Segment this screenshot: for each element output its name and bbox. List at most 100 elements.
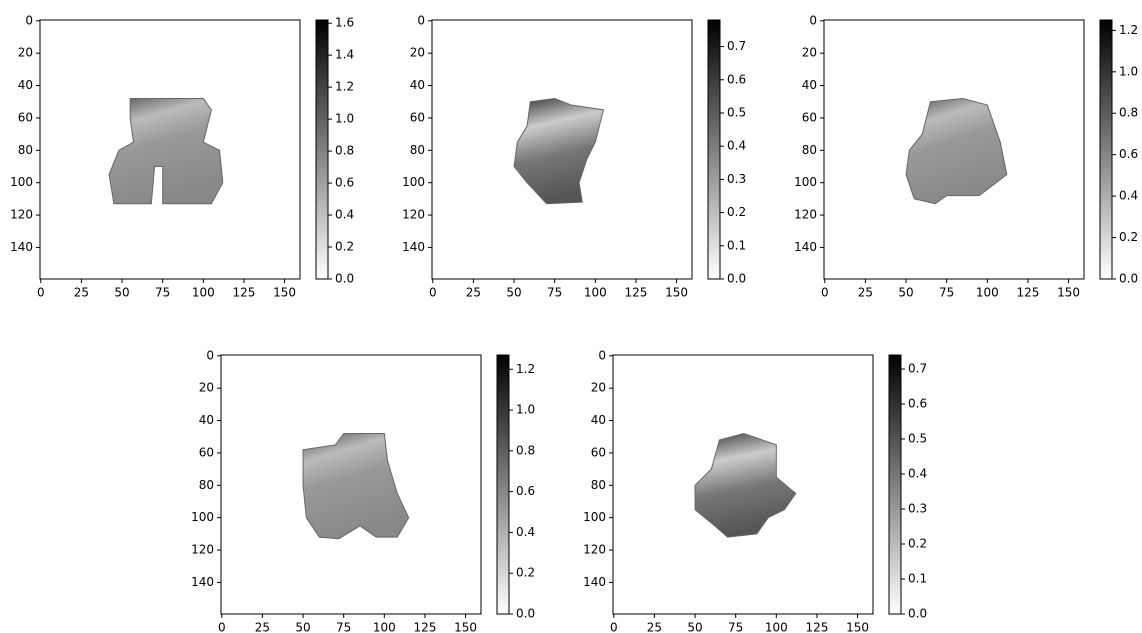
y-tick-label: 40 — [802, 78, 817, 92]
colorbar-tick-label: 0.8 — [1119, 106, 1138, 120]
y-tick-label: 80 — [802, 143, 817, 157]
y-tick-label: 20 — [199, 381, 214, 395]
colorbar-tick-label: 0.4 — [335, 208, 354, 222]
x-tick-label: 125 — [232, 286, 255, 300]
x-tick-label: 25 — [74, 286, 89, 300]
colorbar-tick-label: 0.4 — [727, 139, 746, 153]
colorbar-tick-label: 0.2 — [1119, 230, 1138, 244]
y-tick-label: 100 — [191, 510, 214, 524]
colorbar — [707, 19, 721, 280]
y-tick-label: 40 — [18, 78, 33, 92]
colorbar-tick-label: 0.7 — [908, 362, 927, 376]
y-tick-label: 140 — [794, 240, 817, 254]
colorbar — [496, 354, 510, 615]
x-tick-label: 125 — [413, 621, 436, 633]
colorbar-tick-label: 0.0 — [516, 607, 535, 621]
x-tick-label: 150 — [1057, 286, 1080, 300]
colorbar-tick-label: 0.6 — [516, 484, 535, 498]
axes-frame — [39, 19, 301, 280]
colorbar-tick-label: 1.0 — [1119, 64, 1138, 78]
colorbar — [1099, 19, 1113, 280]
axes-frame — [823, 19, 1085, 280]
y-tick-label: 80 — [199, 478, 214, 492]
y-tick-label: 120 — [191, 543, 214, 557]
image-region — [513, 97, 605, 205]
y-tick-label: 20 — [591, 381, 606, 395]
colorbar-tick-label: 0.6 — [1119, 147, 1138, 161]
x-tick-label: 150 — [273, 286, 296, 300]
colorbar-tick-label: 0.3 — [727, 172, 746, 186]
x-tick-label: 100 — [584, 286, 607, 300]
x-tick-label: 50 — [898, 286, 913, 300]
image-region — [108, 98, 224, 205]
x-tick-label: 0 — [610, 621, 618, 633]
y-tick-label: 140 — [583, 575, 606, 589]
y-tick-label: 120 — [583, 543, 606, 557]
axes-frame — [612, 354, 874, 615]
colorbar — [315, 19, 329, 280]
x-tick-label: 125 — [624, 286, 647, 300]
axes-frame — [220, 354, 482, 615]
x-tick-label: 100 — [765, 621, 788, 633]
x-tick-label: 75 — [728, 621, 743, 633]
x-tick-label: 50 — [687, 621, 702, 633]
colorbar-tick-label: 0.1 — [727, 238, 746, 252]
colorbar-tick-label: 0.3 — [908, 502, 927, 516]
colorbar-tick-label: 0.6 — [335, 176, 354, 190]
x-tick-label: 100 — [373, 621, 396, 633]
x-tick-label: 75 — [336, 621, 351, 633]
x-tick-label: 50 — [295, 621, 310, 633]
colorbar-tick-label: 0.4 — [1119, 189, 1138, 203]
y-tick-label: 100 — [583, 510, 606, 524]
colorbar-tick-label: 1.0 — [335, 112, 354, 126]
y-tick-label: 80 — [591, 478, 606, 492]
x-tick-label: 25 — [255, 621, 270, 633]
colorbar-tick-label: 0.2 — [908, 537, 927, 551]
y-tick-label: 40 — [199, 413, 214, 427]
colorbar-tick-label: 0.1 — [908, 572, 927, 586]
colorbar-tick-label: 0.7 — [727, 39, 746, 53]
y-tick-label: 60 — [410, 110, 425, 124]
colorbar-tick-label: 0.4 — [908, 467, 927, 481]
y-tick-label: 40 — [591, 413, 606, 427]
colorbar-tick-label: 1.2 — [516, 362, 535, 376]
x-tick-label: 75 — [155, 286, 170, 300]
x-tick-label: 0 — [37, 286, 45, 300]
colorbar-tick-label: 0.8 — [516, 443, 535, 457]
x-tick-label: 50 — [114, 286, 129, 300]
x-tick-label: 25 — [466, 286, 481, 300]
x-tick-label: 50 — [506, 286, 521, 300]
y-tick-label: 0 — [417, 13, 425, 27]
colorbar-tick-label: 0.0 — [1119, 272, 1138, 286]
y-tick-label: 100 — [794, 175, 817, 189]
y-tick-label: 120 — [794, 208, 817, 222]
y-tick-label: 0 — [598, 348, 606, 362]
y-tick-label: 140 — [191, 575, 214, 589]
x-tick-label: 0 — [218, 621, 226, 633]
y-tick-label: 80 — [410, 143, 425, 157]
x-tick-label: 25 — [858, 286, 873, 300]
x-tick-label: 150 — [665, 286, 688, 300]
colorbar-tick-label: 0.6 — [908, 397, 927, 411]
x-tick-label: 75 — [939, 286, 954, 300]
colorbar-tick-label: 0.0 — [908, 607, 927, 621]
y-tick-label: 120 — [402, 208, 425, 222]
colorbar-tick-label: 0.6 — [727, 72, 746, 86]
panel: 0 25 50 75 100 125 150 0 20 40 60 80 100 120 140 0.0 0.2… — [10, 13, 354, 299]
panel: 0 25 50 75 100 125 150 0 20 40 60 80 100 120 140 0.0 0.2… — [794, 13, 1138, 299]
y-tick-label: 100 — [402, 175, 425, 189]
y-tick-label: 60 — [199, 445, 214, 459]
y-tick-label: 0 — [809, 13, 817, 27]
x-tick-label: 150 — [454, 621, 477, 633]
x-tick-label: 150 — [846, 621, 869, 633]
y-tick-label: 40 — [410, 78, 425, 92]
panel: 0 25 50 75 100 125 150 0 20 40 60 80 100 120 140 0.0 0.1… — [583, 348, 927, 633]
colorbar-tick-label: 1.2 — [1119, 23, 1138, 37]
y-tick-label: 20 — [802, 46, 817, 60]
colorbar-tick-label: 0.2 — [516, 566, 535, 580]
image-region — [302, 433, 410, 540]
x-tick-label: 0 — [821, 286, 829, 300]
y-tick-label: 20 — [18, 46, 33, 60]
